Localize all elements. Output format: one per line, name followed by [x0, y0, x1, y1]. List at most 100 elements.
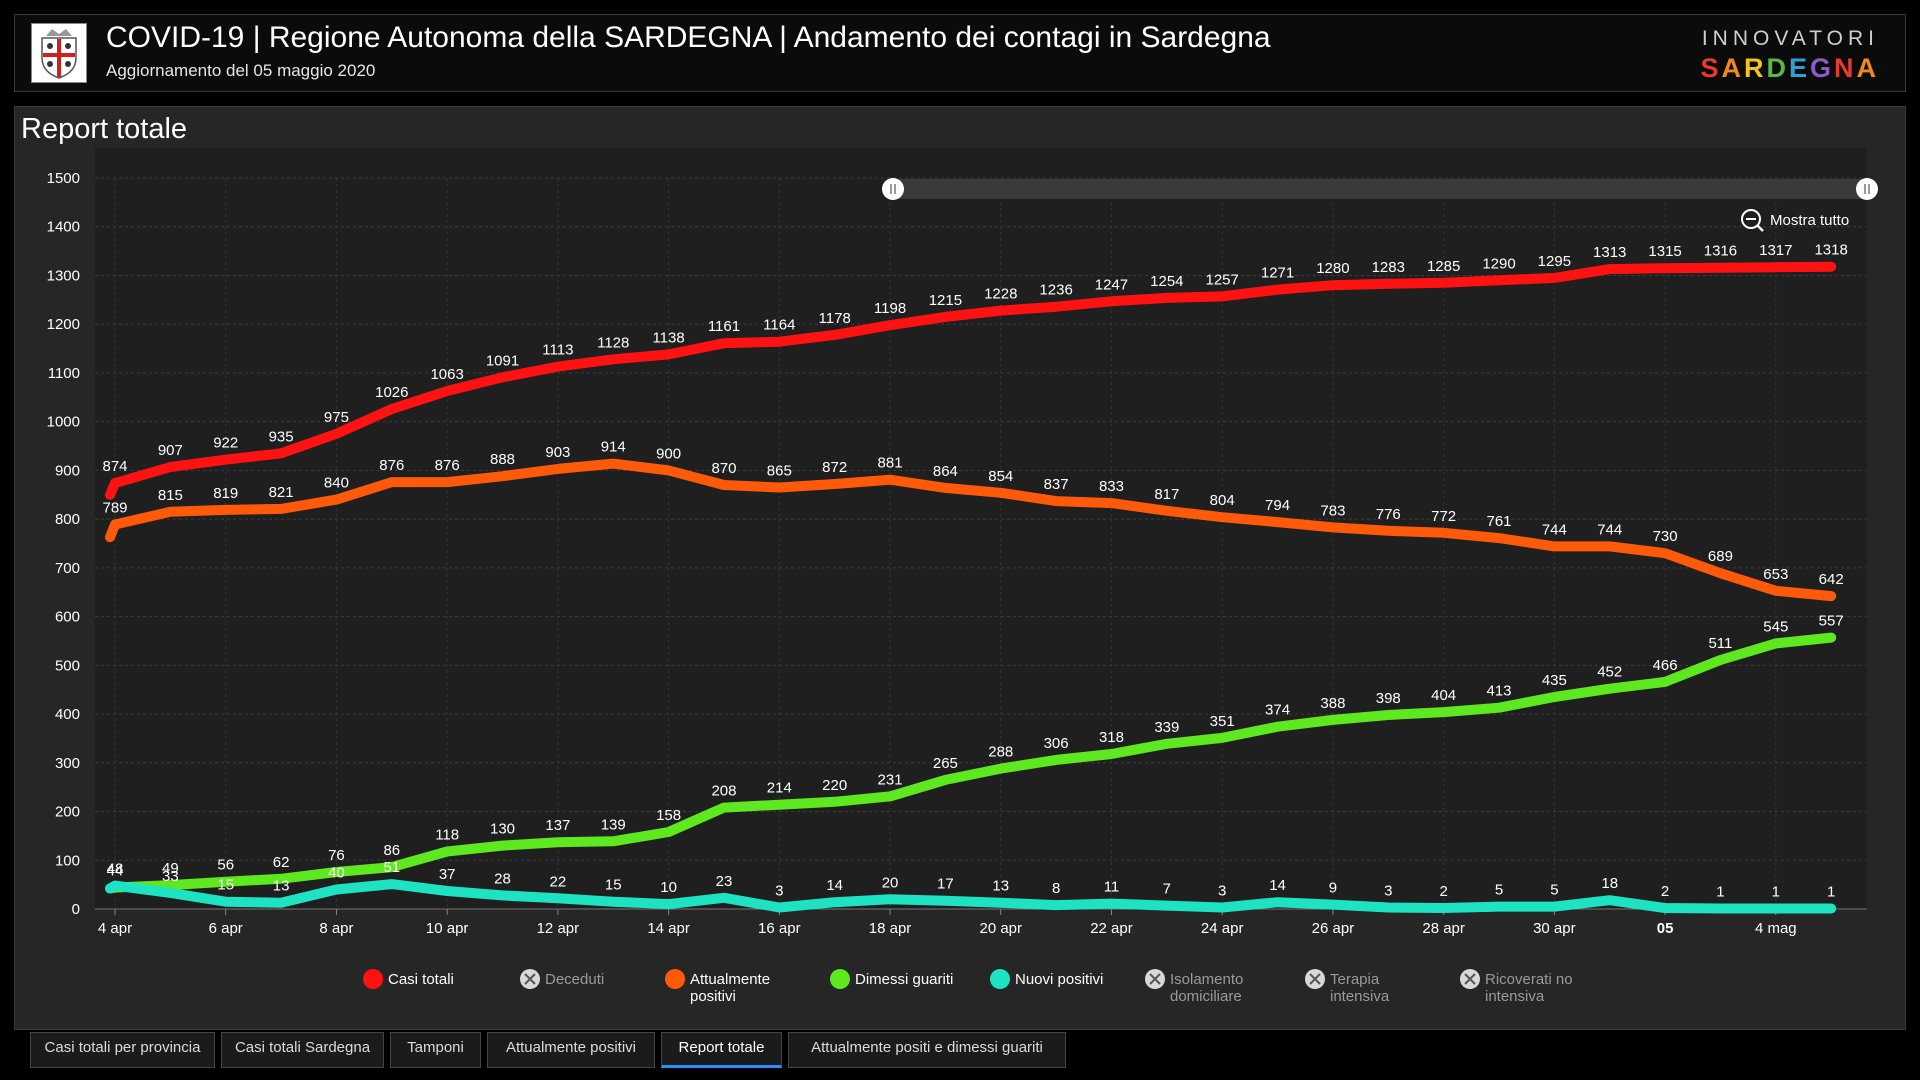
data-point-casi-totali[interactable]: [1607, 266, 1613, 272]
data-point-nuovi-positivi[interactable]: [998, 900, 1004, 906]
tab-tamponi[interactable]: Tamponi: [390, 1032, 481, 1068]
data-point-dimessi-guariti[interactable]: [721, 805, 727, 811]
legend-label-casi-totali[interactable]: Casi totali: [388, 971, 454, 988]
data-point-dimessi-guariti[interactable]: [1662, 679, 1668, 685]
legend-label-terapia-intensiva[interactable]: intensiva: [1330, 988, 1390, 1005]
data-point-attualmente-positivi[interactable]: [776, 484, 782, 490]
data-point-dimessi-guariti[interactable]: [1551, 694, 1557, 700]
legend-swatch-nuovi-positivi[interactable]: [990, 969, 1010, 989]
data-point-nuovi-positivi[interactable]: [1164, 903, 1170, 909]
data-point-dimessi-guariti[interactable]: [1164, 741, 1170, 747]
legend-label-ricoverati-no-intensiva[interactable]: intensiva: [1485, 988, 1545, 1005]
data-point-dimessi-guariti[interactable]: [610, 838, 616, 844]
data-point-nuovi-positivi[interactable]: [887, 896, 893, 902]
data-point-nuovi-positivi[interactable]: [1496, 904, 1502, 910]
data-point-nuovi-positivi[interactable]: [776, 905, 782, 911]
legend-label-attualmente-positivi[interactable]: positivi: [690, 988, 736, 1005]
data-point-casi-totali[interactable]: [832, 332, 838, 338]
tab-attualmente-positivi[interactable]: Attualmente positivi: [487, 1032, 655, 1068]
data-point-casi-totali[interactable]: [1164, 295, 1170, 301]
data-point-dimessi-guariti[interactable]: [1828, 635, 1834, 641]
legend-swatch-attualmente-positivi[interactable]: [665, 969, 685, 989]
data-point-casi-totali[interactable]: [389, 406, 395, 412]
data-point-nuovi-positivi[interactable]: [832, 899, 838, 905]
data-point-dimessi-guariti[interactable]: [1219, 735, 1225, 741]
data-point-dimessi-guariti[interactable]: [1496, 705, 1502, 711]
zoom-out-icon[interactable]: [1741, 209, 1761, 229]
data-point-nuovi-positivi[interactable]: [278, 900, 284, 906]
data-point-casi-totali[interactable]: [555, 364, 561, 370]
data-point-casi-totali[interactable]: [942, 314, 948, 320]
data-point-attualmente-positivi[interactable]: [333, 497, 339, 503]
data-point-attualmente-positivi[interactable]: [1441, 530, 1447, 536]
data-point-attualmente-positivi[interactable]: [1496, 535, 1502, 541]
data-point-nuovi-positivi[interactable]: [1053, 902, 1059, 908]
legend-label-isolamento-domiciliare[interactable]: Isolamento: [1170, 971, 1243, 988]
data-point-attualmente-positivi[interactable]: [112, 521, 118, 527]
data-point-casi-totali[interactable]: [1717, 265, 1723, 271]
data-point-dimessi-guariti[interactable]: [998, 766, 1004, 772]
tab-casi-totali-per-provincia[interactable]: Casi totali per provincia: [30, 1032, 215, 1068]
legend-swatch-casi-totali[interactable]: [363, 969, 383, 989]
data-point-casi-totali[interactable]: [333, 431, 339, 437]
data-point-nuovi-positivi[interactable]: [1773, 906, 1779, 912]
data-point-attualmente-positivi[interactable]: [1717, 570, 1723, 576]
legend-label-isolamento-domiciliare[interactable]: domiciliare: [1170, 988, 1242, 1005]
data-point-attualmente-positivi[interactable]: [721, 482, 727, 488]
data-point-attualmente-positivi[interactable]: [278, 506, 284, 512]
data-point-nuovi-positivi[interactable]: [500, 892, 506, 898]
data-point-casi-totali[interactable]: [1275, 287, 1281, 293]
data-point-casi-totali[interactable]: [1330, 282, 1336, 288]
data-point-nuovi-positivi[interactable]: [1662, 905, 1668, 911]
data-point-casi-totali[interactable]: [278, 450, 284, 456]
data-point-dimessi-guariti[interactable]: [1773, 640, 1779, 646]
data-point-dimessi-guariti[interactable]: [555, 839, 561, 845]
data-point-attualmente-positivi[interactable]: [1053, 498, 1059, 504]
data-point-nuovi-positivi[interactable]: [1828, 906, 1834, 912]
data-point-attualmente-positivi[interactable]: [1330, 524, 1336, 530]
data-point-attualmente-positivi[interactable]: [555, 466, 561, 472]
data-point-attualmente-positivi[interactable]: [167, 509, 173, 515]
data-point-nuovi-positivi[interactable]: [555, 895, 561, 901]
legend-label-deceduti[interactable]: Deceduti: [545, 971, 604, 988]
data-point-dimessi-guariti[interactable]: [1607, 686, 1613, 692]
data-point-attualmente-positivi[interactable]: [998, 490, 1004, 496]
data-point-dimessi-guariti[interactable]: [1330, 717, 1336, 723]
data-point-casi-totali[interactable]: [444, 388, 450, 394]
data-point-nuovi-positivi[interactable]: [1551, 904, 1557, 910]
data-point-dimessi-guariti[interactable]: [776, 802, 782, 808]
data-point-nuovi-positivi[interactable]: [666, 901, 672, 907]
zoom-reset-button[interactable]: [1741, 209, 1761, 229]
data-point-nuovi-positivi[interactable]: [223, 899, 229, 905]
data-point-attualmente-positivi[interactable]: [1662, 550, 1668, 556]
data-point-nuovi-positivi[interactable]: [1219, 905, 1225, 911]
tab-attualmente-positi-e-dimessi-guariti[interactable]: Attualmente positi e dimessi guariti: [788, 1032, 1066, 1068]
zoom-reset-label[interactable]: Mostra tutto: [1770, 212, 1849, 229]
range-slider-handle[interactable]: [882, 178, 904, 200]
data-point-attualmente-positivi[interactable]: [666, 467, 672, 473]
data-point-nuovi-positivi[interactable]: [444, 888, 450, 894]
data-point-dimessi-guariti[interactable]: [887, 793, 893, 799]
data-point-nuovi-positivi[interactable]: [610, 899, 616, 905]
data-point-attualmente-positivi[interactable]: [1607, 543, 1613, 549]
data-point-dimessi-guariti[interactable]: [333, 869, 339, 875]
data-point-nuovi-positivi[interactable]: [1330, 902, 1336, 908]
data-point-nuovi-positivi[interactable]: [389, 881, 395, 887]
data-point-attualmente-positivi[interactable]: [610, 461, 616, 467]
data-point-attualmente-positivi[interactable]: [942, 485, 948, 491]
data-point-casi-totali[interactable]: [1441, 280, 1447, 286]
data-point-casi-totali[interactable]: [887, 322, 893, 328]
data-point-casi-totali[interactable]: [112, 480, 118, 486]
data-point-dimessi-guariti[interactable]: [223, 879, 229, 885]
data-point-casi-totali[interactable]: [721, 340, 727, 346]
data-point-attualmente-positivi[interactable]: [223, 507, 229, 513]
data-point-nuovi-positivi[interactable]: [333, 887, 339, 893]
data-point-casi-totali[interactable]: [167, 464, 173, 470]
data-point-nuovi-positivi[interactable]: [721, 895, 727, 901]
legend-label-ricoverati-no-intensiva[interactable]: Ricoverati no: [1485, 971, 1573, 988]
data-point-dimessi-guariti[interactable]: [167, 882, 173, 888]
legend-swatch-dimessi-guariti[interactable]: [830, 969, 850, 989]
data-point-nuovi-positivi[interactable]: [1607, 897, 1613, 903]
legend-label-dimessi-guariti[interactable]: Dimessi guariti: [855, 971, 953, 988]
data-point-attualmente-positivi[interactable]: [1108, 500, 1114, 506]
